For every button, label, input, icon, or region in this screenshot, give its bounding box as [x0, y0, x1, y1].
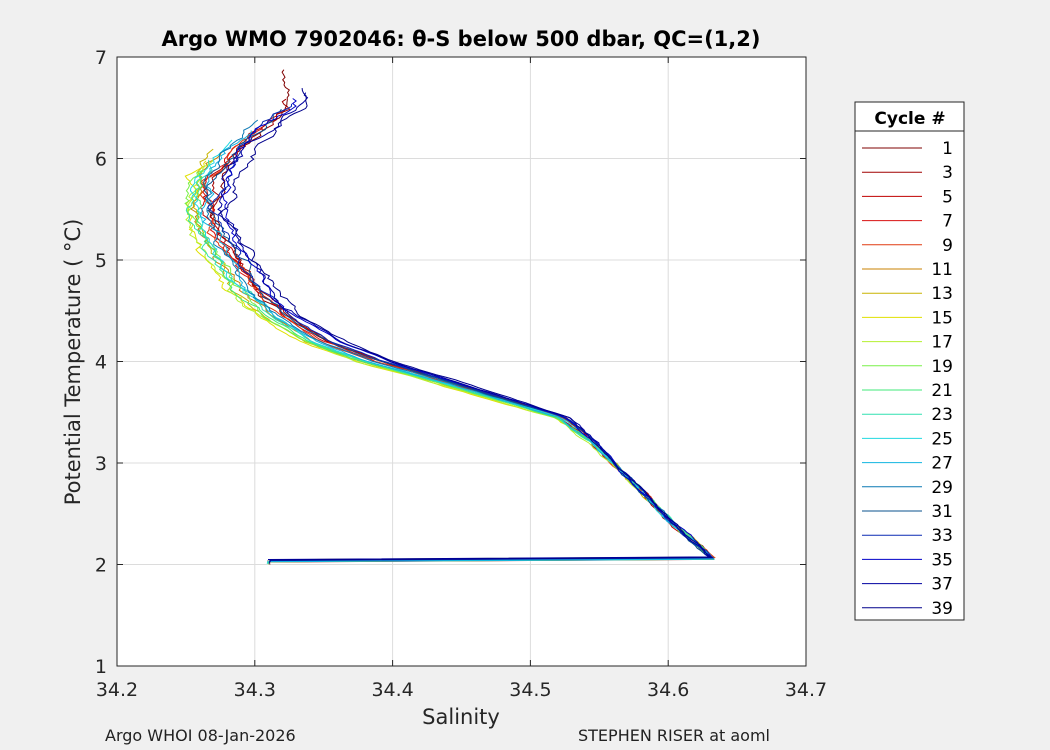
legend-entry-label: 23 [931, 405, 953, 425]
legend-box [854, 101, 965, 621]
y-tick-label: 4 [95, 352, 107, 374]
legend-entry-label: 9 [942, 236, 953, 256]
y-axis-label: Potential Temperature ( °C) [61, 219, 85, 506]
legend-entry-label: 11 [931, 260, 953, 280]
x-tick-label: 34.2 [96, 679, 138, 701]
y-tick-label: 3 [95, 453, 107, 475]
series-line-cycle-27 [199, 130, 716, 565]
legend-entry-label: 35 [931, 550, 953, 570]
footer-right: STEPHEN RISER at aoml [578, 726, 770, 745]
y-tick-label: 2 [95, 555, 107, 577]
legend-entry-label: 17 [931, 333, 953, 353]
legend-entry-label: 27 [931, 454, 953, 474]
legend-entry-label: 19 [931, 357, 953, 377]
legend-title: Cycle # [874, 109, 945, 129]
y-tick-label: 6 [95, 149, 107, 171]
legend-entry-label: 13 [931, 284, 953, 304]
y-tick-label: 5 [95, 250, 107, 272]
footer-left: Argo WHOI 08-Jan-2026 [105, 726, 296, 745]
legend-entry-label: 7 [942, 212, 953, 232]
legend-entry-label: 15 [931, 308, 953, 328]
series-line-cycle-7 [202, 127, 714, 561]
legend-entry-label: 5 [942, 187, 953, 207]
x-tick-label: 34.6 [647, 679, 689, 701]
x-tick-label: 34.7 [785, 679, 827, 701]
x-tick-label: 34.5 [509, 679, 551, 701]
x-tick-label: 34.3 [234, 679, 276, 701]
series-line-cycle-39 [219, 88, 714, 563]
legend-entry-label: 39 [931, 599, 953, 619]
legend-entry-label: 3 [942, 163, 953, 183]
legend-entry-label: 31 [931, 502, 953, 522]
legend-entry-label: 21 [931, 381, 953, 401]
legend-entry-label: 37 [931, 575, 953, 595]
legend-entry-label: 25 [931, 429, 953, 449]
legend-entry-label: 1 [942, 139, 953, 159]
legend: Cycle # 13579111315171921232527293133353… [854, 101, 965, 621]
series-line-cycle-35 [222, 98, 712, 559]
legend-entry-label: 29 [931, 478, 953, 498]
y-tick-label: 7 [95, 47, 107, 69]
series-line-cycle-37 [217, 92, 711, 560]
legend-entry-label: 33 [931, 526, 953, 546]
x-tick-label: 34.4 [371, 679, 413, 701]
chart-title: Argo WMO 7902046: θ-S below 500 dbar, QC… [162, 27, 761, 51]
x-axis-label: Salinity [422, 705, 500, 729]
axis-ticks: 34.2 34.3 34.4 34.5 34.6 34.7 1 2 3 4 5 6 7 [95, 47, 827, 701]
y-tick-label: 1 [95, 656, 107, 678]
series-layer [184, 69, 716, 565]
